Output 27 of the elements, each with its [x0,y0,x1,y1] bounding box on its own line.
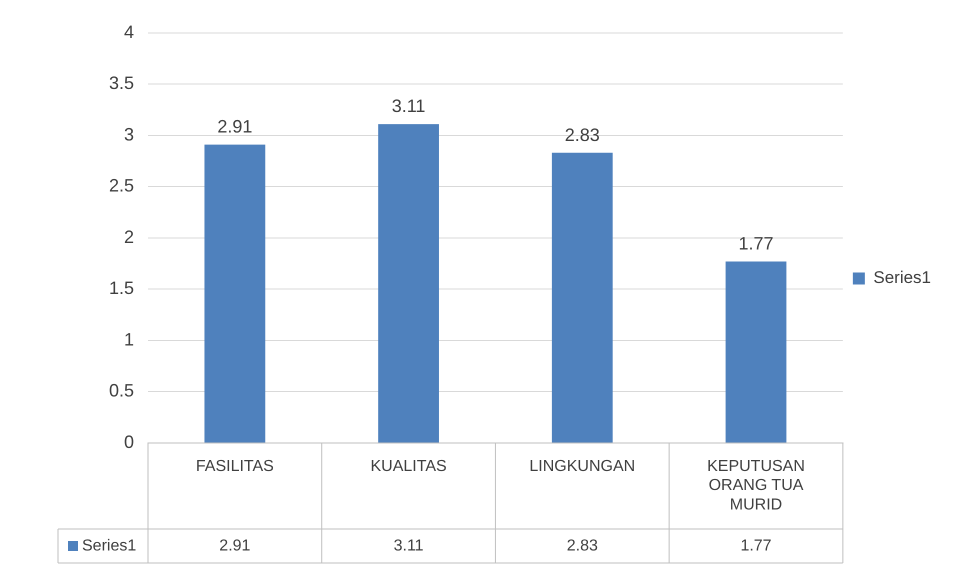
x-tick-label: KEPUTUSAN ORANG TUA MURID [707,458,805,514]
y-tick-label: 2 [124,226,134,247]
data-label: 2.91 [219,537,251,554]
bar [204,144,266,442]
x-tick-label: LINGKUNGAN [529,458,636,476]
annotation: 2.91 [217,116,252,137]
legend-label: Series1 [873,268,931,288]
data-label: 2.83 [566,537,598,554]
y-tick-label: 0 [124,432,134,452]
y-tick-label: 0.5 [108,380,134,401]
x-tick-label: FASILITAS [196,458,274,476]
text: Series1 [82,537,136,554]
y-tick-label: 1 [124,329,134,350]
y-tick-label: 3 [124,124,134,144]
x-tick-label: KUALITAS [370,458,447,476]
bar [378,124,439,442]
y-tick-label: 4 [124,22,134,42]
bar [726,261,786,442]
y-tick-label: 2.5 [108,176,134,196]
bar [552,152,613,442]
data-label: 1.77 [740,537,772,554]
data-label: 3.11 [394,537,424,554]
y-tick-label: 3.5 [108,73,134,94]
y-tick-label: 1.5 [108,278,134,298]
annotation: 2.83 [564,124,600,145]
annotation: 3.11 [392,96,426,116]
annotation: 1.77 [738,233,774,254]
